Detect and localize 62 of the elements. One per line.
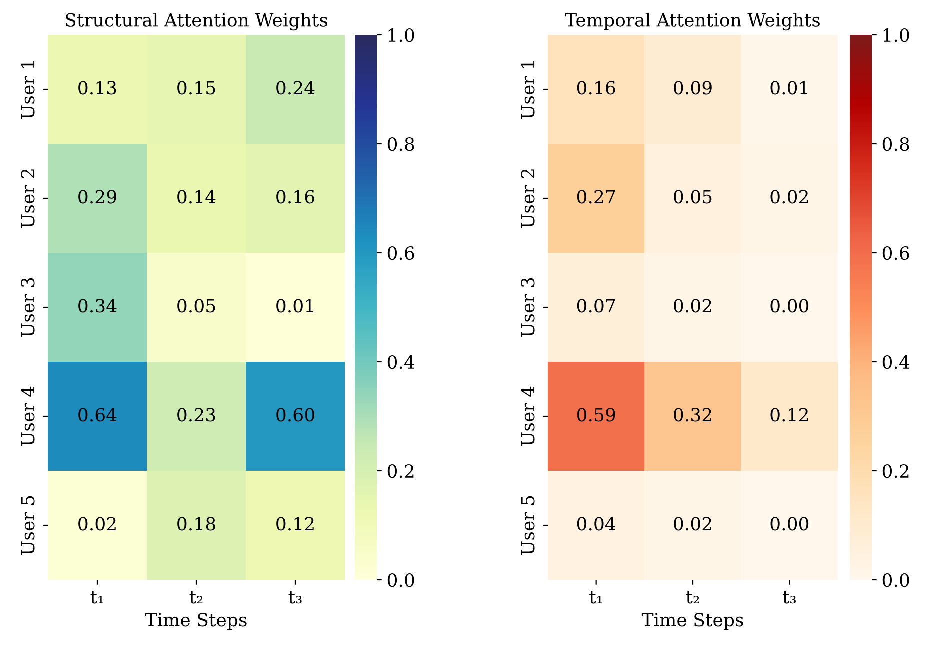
data-label: 0.18 xyxy=(178,517,216,531)
data-label: 0.01 xyxy=(276,299,314,313)
color-bar-label: 0.4 xyxy=(882,355,910,370)
data-label: 0.60 xyxy=(276,408,314,422)
data-label: 0.13 xyxy=(78,81,116,95)
y-tick-label: User 4 xyxy=(521,386,535,446)
color-bar-label: 0.2 xyxy=(388,464,414,478)
data-label: 0.23 xyxy=(178,408,216,422)
x-tick-label: t₃ xyxy=(782,591,796,604)
data-label: 0.02 xyxy=(674,517,712,531)
x-axis-title: Time Steps xyxy=(642,613,744,630)
color-bar-label: 0.6 xyxy=(882,246,910,260)
color-bar-label: 0.0 xyxy=(388,573,414,588)
data-label: 0.02 xyxy=(674,299,712,313)
y-tick-label: User 3 xyxy=(21,278,35,338)
data-label: 0.02 xyxy=(78,517,116,531)
y-tick-label: User 5 xyxy=(521,496,535,556)
data-label: 0.14 xyxy=(178,190,216,204)
data-label: 0.15 xyxy=(178,81,216,95)
color-bar-label: 0.6 xyxy=(388,246,414,260)
data-label: 0.07 xyxy=(577,299,616,313)
color-bar-label: 1.0 xyxy=(884,28,910,42)
data-label: 0.16 xyxy=(577,81,616,95)
data-label: 0.29 xyxy=(78,190,116,204)
chart-title: Temporal Attention Weights xyxy=(565,12,820,31)
data-label: 0.24 xyxy=(276,81,315,95)
data-label: 0.01 xyxy=(770,81,808,95)
color-bar-label: 0.2 xyxy=(882,464,909,478)
data-label: 0.02 xyxy=(770,190,808,204)
y-tick-label: User 3 xyxy=(521,278,535,338)
color-bar-label: 1.0 xyxy=(388,28,414,42)
chart-title: Structural Attention Weights xyxy=(66,12,328,31)
x-tick-label: t₁ xyxy=(590,591,602,604)
data-label: 0.00 xyxy=(770,299,809,313)
data-label: 0.34 xyxy=(78,299,117,313)
x-tick-label: t₂ xyxy=(686,591,700,604)
data-label: 0.12 xyxy=(770,408,808,422)
data-label: 0.27 xyxy=(577,190,616,204)
data-label: 0.16 xyxy=(276,190,314,204)
data-label: 0.64 xyxy=(78,408,117,422)
color-bar-label: 0.8 xyxy=(388,137,414,152)
y-tick-label: User 1 xyxy=(21,62,35,120)
data-label: 0.09 xyxy=(674,81,712,95)
y-tick-label: User 2 xyxy=(21,170,35,228)
data-label: 0.00 xyxy=(770,517,809,531)
data-label: 0.59 xyxy=(577,408,616,422)
color-bar-label: 0.4 xyxy=(388,355,415,370)
x-tick-label: t₁ xyxy=(90,591,104,604)
y-tick-label: User 1 xyxy=(521,62,535,120)
data-label: 0.32 xyxy=(674,408,712,422)
x-axis-title: Time Steps xyxy=(145,613,247,630)
data-label: 0.05 xyxy=(178,299,216,313)
x-tick-label: t₃ xyxy=(288,591,302,604)
color-bar-label: 0.0 xyxy=(882,573,910,588)
x-tick-label: t₂ xyxy=(190,591,203,604)
color-bar-label: 0.8 xyxy=(882,137,910,152)
data-label: 0.05 xyxy=(674,190,712,204)
y-tick-label: User 2 xyxy=(521,170,535,228)
y-tick-label: User 4 xyxy=(21,386,35,446)
y-tick-label: User 5 xyxy=(21,496,35,556)
data-label: 0.12 xyxy=(276,517,314,531)
data-label: 0.04 xyxy=(577,517,616,531)
